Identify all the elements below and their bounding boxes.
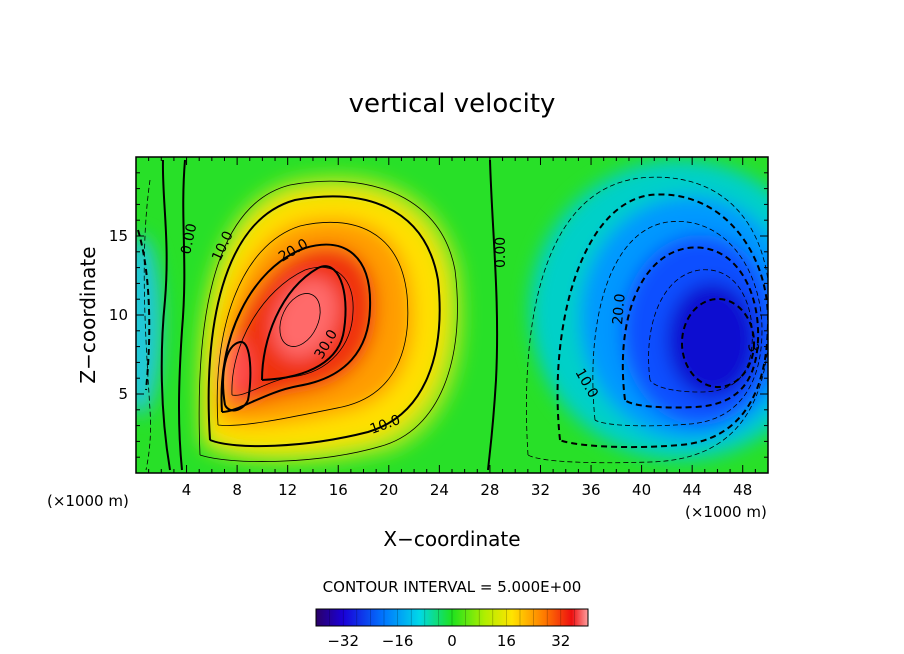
x-tick-label: 36 bbox=[581, 481, 600, 499]
x-axis-label: X−coordinate bbox=[383, 527, 520, 551]
contour-neg25 bbox=[648, 269, 753, 393]
contour-20 bbox=[220, 243, 372, 413]
y-tick-label: 10 bbox=[109, 306, 128, 324]
contour-10 bbox=[207, 195, 441, 448]
contour-30 bbox=[261, 265, 347, 381]
contour-neg20 bbox=[621, 246, 760, 409]
x-tick-label: 20 bbox=[379, 481, 398, 499]
colorbar-tick-label: 0 bbox=[447, 632, 457, 650]
contour-edge-neg5 bbox=[143, 179, 151, 471]
x-tick-label: 12 bbox=[278, 481, 297, 499]
colorbar-tick-label: 32 bbox=[551, 632, 570, 650]
x-axis: 4 8 12 16 20 24 28 32 36 40 44 48 bbox=[148, 157, 756, 499]
contour-label: 20.0 bbox=[610, 293, 629, 325]
contour-label: 0.00 bbox=[178, 222, 200, 256]
contours bbox=[137, 159, 768, 471]
x-tick-label: 28 bbox=[480, 481, 499, 499]
x-tick-label: 24 bbox=[430, 481, 449, 499]
y-tick-label: 15 bbox=[109, 227, 128, 245]
contour-neg10 bbox=[556, 193, 768, 449]
x-tick-label: 48 bbox=[733, 481, 752, 499]
x-tick-label: 44 bbox=[683, 481, 702, 499]
contour-label: 3 bbox=[744, 342, 761, 354]
contour-30-secondary bbox=[222, 341, 252, 412]
contour-label: 0.00 bbox=[493, 237, 509, 268]
x-tick-label: 8 bbox=[232, 481, 242, 499]
colorbar: −32 −16 0 16 32 bbox=[315, 608, 589, 650]
colorbar-tick-label: −32 bbox=[327, 632, 359, 650]
y-axis: 5 10 15 bbox=[109, 172, 768, 458]
x-tick-label: 16 bbox=[329, 481, 348, 499]
downdraft-core bbox=[667, 282, 757, 398]
chart-title: vertical velocity bbox=[349, 89, 556, 119]
x-unit-right: (×1000 m) bbox=[685, 503, 767, 521]
updraft-secondary-core bbox=[222, 340, 252, 396]
contour-interval: CONTOUR INTERVAL = 5.000E+00 bbox=[323, 578, 582, 596]
contour-15 bbox=[216, 221, 409, 426]
contour-zero-left bbox=[160, 159, 171, 471]
contour-zero-left-2 bbox=[178, 159, 186, 471]
colorbar-tick-label: 16 bbox=[497, 632, 516, 650]
contour-5 bbox=[198, 180, 458, 462]
y-tick-label: 5 bbox=[118, 385, 128, 403]
field-blobs bbox=[136, 160, 768, 465]
contour-zero-mid bbox=[487, 159, 499, 471]
x-tick-label: 40 bbox=[632, 481, 651, 499]
colorbar-ticks: −32 −16 0 16 32 bbox=[327, 609, 575, 650]
colorbar-gradient bbox=[315, 608, 589, 627]
x-unit-left: (×1000 m) bbox=[47, 492, 129, 510]
contour-neg30 bbox=[681, 298, 755, 388]
colorbar-tick-label: −16 bbox=[382, 632, 414, 650]
updraft-core bbox=[273, 277, 339, 359]
contour-35 bbox=[279, 293, 321, 347]
x-tick-label: 4 bbox=[182, 481, 192, 499]
contour-edge-neg10 bbox=[137, 229, 151, 391]
plot-area: 0.00 10.0 20.0 30.0 0.00 20.0 10.0 10.0 … bbox=[136, 157, 768, 473]
y-axis-label: Z−coordinate bbox=[76, 246, 100, 383]
contour-25 bbox=[231, 266, 354, 396]
contour-neg5 bbox=[526, 176, 768, 464]
x-tick-label: 32 bbox=[531, 481, 550, 499]
